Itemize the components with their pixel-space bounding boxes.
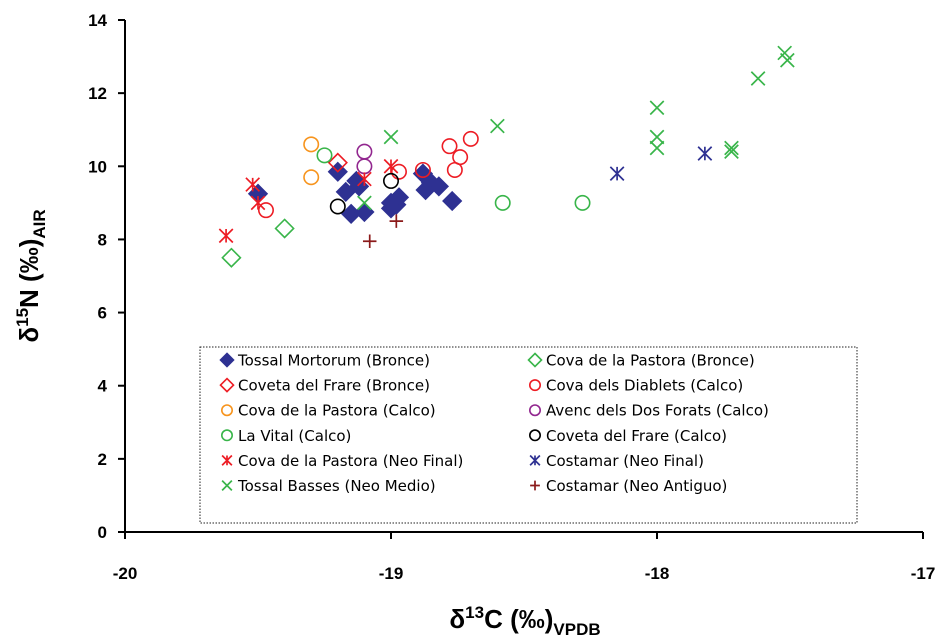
data-point	[452, 149, 469, 166]
data-point	[649, 140, 665, 156]
data-point	[428, 176, 450, 197]
y-tick-label: 12	[88, 84, 107, 103]
legend-label: Tossal Basses (Neo Medio)	[237, 477, 436, 495]
legend-marker	[528, 429, 541, 442]
data-point	[574, 194, 591, 211]
data-point	[441, 138, 458, 155]
data-point	[724, 140, 739, 156]
legend-label: Tossal Mortorum (Bronce)	[237, 352, 430, 370]
data-point	[697, 146, 713, 161]
x-tick-label: -19	[379, 564, 404, 583]
data-point	[250, 195, 266, 211]
legend-label: Costamar (Neo Final)	[546, 452, 704, 470]
legend-marker	[528, 404, 541, 417]
y-tick-label: 14	[88, 11, 107, 30]
data-point	[245, 177, 261, 192]
data-point	[316, 147, 333, 164]
legend-marker	[219, 377, 235, 393]
data-point	[218, 228, 234, 244]
y-tick-label: 2	[98, 450, 107, 469]
axes	[118, 19, 924, 539]
data-point	[490, 118, 505, 134]
data-point	[357, 195, 372, 211]
x-tick-label: -20	[113, 564, 138, 583]
data-point	[494, 194, 511, 211]
legend-label: Avenc dels Dos Forats (Calco)	[546, 402, 769, 420]
data-point	[649, 129, 665, 145]
data-point	[257, 202, 274, 219]
data-point	[274, 218, 295, 239]
data-point	[414, 161, 431, 178]
data-point	[750, 71, 766, 86]
x-tick-label: -17	[911, 564, 936, 583]
legend-label: Cova de la Pastora (Calco)	[238, 402, 436, 420]
y-tick-label: 4	[98, 377, 108, 396]
y-tick-label: 6	[98, 304, 107, 323]
data-point	[442, 190, 463, 212]
legend-label: Costamar (Neo Antiguo)	[546, 477, 727, 495]
y-tick-label: 8	[98, 230, 107, 249]
data-point	[357, 171, 372, 187]
data-point	[383, 158, 399, 174]
data-point	[303, 136, 320, 153]
legend-marker	[527, 352, 543, 368]
legend-label: Coveta del Frare (Calco)	[546, 427, 727, 445]
legend-marker	[528, 379, 541, 392]
data-point	[362, 234, 377, 249]
data-point	[354, 201, 375, 223]
data-point	[779, 52, 795, 68]
data-point	[388, 187, 410, 208]
data-point	[389, 214, 404, 228]
legend-marker	[219, 352, 235, 368]
y-tick-label: 10	[88, 157, 107, 176]
legend-label: La Vital (Calco)	[238, 427, 351, 445]
data-point	[303, 169, 320, 186]
data-point	[356, 158, 373, 175]
legend-label: Cova dels Diablets (Calco)	[546, 377, 743, 395]
data-point	[221, 247, 242, 268]
legend-marker	[530, 480, 540, 491]
legend-label: Cova de la Pastora (Neo Final)	[238, 452, 463, 470]
data-point	[724, 144, 739, 160]
y-axis-title: δ15N (‰)AIR	[13, 209, 49, 342]
legend: Tossal Mortorum (Bronce) Cova de la Pasto…	[199, 346, 858, 524]
legend-marker	[221, 404, 234, 417]
data-point	[609, 166, 625, 181]
data-point	[356, 143, 373, 160]
legend-label: Coveta del Frare (Bronce)	[238, 377, 430, 395]
legend-marker	[529, 454, 541, 466]
x-tick-label: -18	[645, 564, 670, 583]
x-axis-title: δ13C (‰)VPDB	[449, 603, 600, 639]
legend-label: Cova de la Pastora (Bronce)	[546, 352, 755, 370]
data-point	[390, 163, 407, 180]
legend-marker	[221, 429, 234, 442]
legend-marker	[221, 480, 233, 491]
data-point	[327, 152, 348, 173]
y-tick-label: 0	[98, 523, 107, 542]
data-point	[329, 198, 346, 215]
data-points	[218, 45, 795, 268]
data-point	[383, 129, 399, 145]
legend-marker	[221, 454, 233, 466]
data-point	[649, 100, 665, 116]
data-point	[382, 172, 399, 189]
data-point	[462, 130, 479, 147]
tick-labels: 0 2 4 6 8 10 12 14 -20 -19 -18 -17	[88, 11, 935, 583]
legend-box	[199, 346, 858, 524]
